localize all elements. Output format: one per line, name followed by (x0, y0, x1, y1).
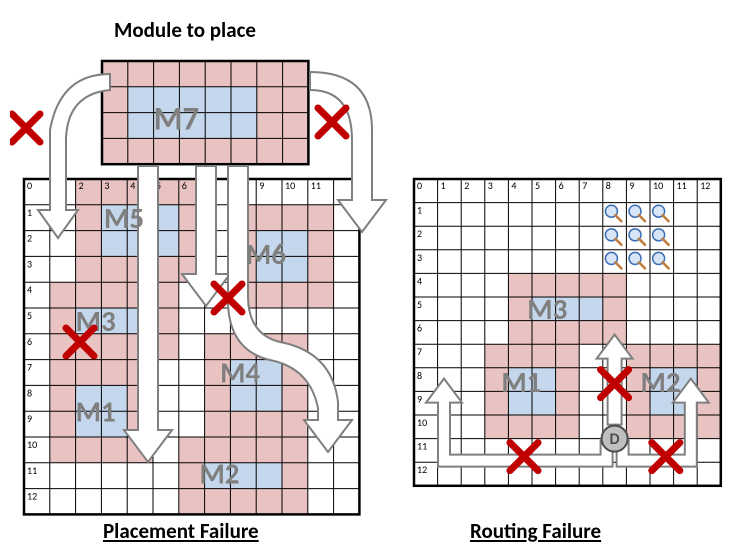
svg-text:5: 5 (27, 309, 32, 322)
svg-text:11: 11 (677, 179, 687, 192)
svg-text:4: 4 (27, 283, 32, 296)
svg-text:0: 0 (27, 179, 32, 192)
svg-text:M6: M6 (246, 236, 286, 272)
svg-text:3: 3 (488, 179, 493, 192)
svg-text:12: 12 (27, 490, 37, 503)
svg-text:5: 5 (535, 179, 540, 192)
svg-text:6: 6 (559, 179, 564, 192)
svg-text:D: D (610, 430, 620, 449)
caption-placement-failure: Placement Failure (103, 518, 259, 544)
svg-text:M3: M3 (76, 303, 116, 339)
svg-text:2: 2 (27, 232, 32, 245)
caption-routing-failure: Routing Failure (470, 518, 601, 544)
svg-text:6: 6 (417, 322, 422, 335)
svg-text:7: 7 (582, 179, 587, 192)
svg-text:M1: M1 (501, 364, 541, 400)
svg-text:9: 9 (27, 412, 32, 425)
svg-text:0: 0 (417, 179, 422, 192)
svg-text:4: 4 (130, 179, 135, 192)
svg-text:3: 3 (417, 251, 422, 264)
svg-text:1: 1 (27, 206, 32, 219)
svg-text:M4: M4 (220, 355, 260, 391)
svg-text:9: 9 (259, 179, 264, 192)
svg-text:8: 8 (606, 179, 611, 192)
svg-text:11: 11 (417, 440, 427, 453)
svg-text:M7: M7 (154, 98, 200, 138)
svg-text:10: 10 (27, 438, 37, 451)
svg-text:M1: M1 (76, 393, 116, 429)
svg-text:M2: M2 (199, 455, 239, 491)
svg-text:9: 9 (629, 179, 634, 192)
svg-text:1: 1 (417, 204, 422, 217)
svg-text:2: 2 (417, 227, 422, 240)
svg-text:7: 7 (27, 361, 32, 374)
svg-text:2: 2 (464, 179, 469, 192)
svg-text:12: 12 (417, 463, 427, 476)
svg-text:1: 1 (441, 179, 446, 192)
diagram-container: Module to place M70123456789101112345678… (10, 10, 723, 548)
svg-text:10: 10 (417, 416, 427, 429)
svg-text:6: 6 (182, 179, 187, 192)
svg-text:3: 3 (104, 179, 109, 192)
svg-text:2: 2 (79, 179, 84, 192)
svg-text:8: 8 (417, 369, 422, 382)
svg-text:10: 10 (653, 179, 663, 192)
svg-text:4: 4 (511, 179, 516, 192)
svg-text:M3: M3 (527, 291, 567, 327)
svg-text:10: 10 (285, 179, 295, 192)
svg-text:6: 6 (27, 335, 32, 348)
svg-text:9: 9 (417, 392, 422, 405)
svg-text:11: 11 (311, 179, 321, 192)
svg-text:5: 5 (417, 298, 422, 311)
diagram-svg: M701234567891011123456789101112012345678… (10, 10, 723, 548)
svg-text:M2: M2 (641, 364, 681, 400)
svg-text:3: 3 (27, 257, 32, 270)
svg-text:11: 11 (27, 464, 37, 477)
svg-text:4: 4 (417, 274, 422, 287)
svg-text:12: 12 (700, 179, 710, 192)
svg-text:8: 8 (27, 386, 32, 399)
svg-text:M5: M5 (104, 200, 144, 236)
svg-text:7: 7 (417, 345, 422, 358)
